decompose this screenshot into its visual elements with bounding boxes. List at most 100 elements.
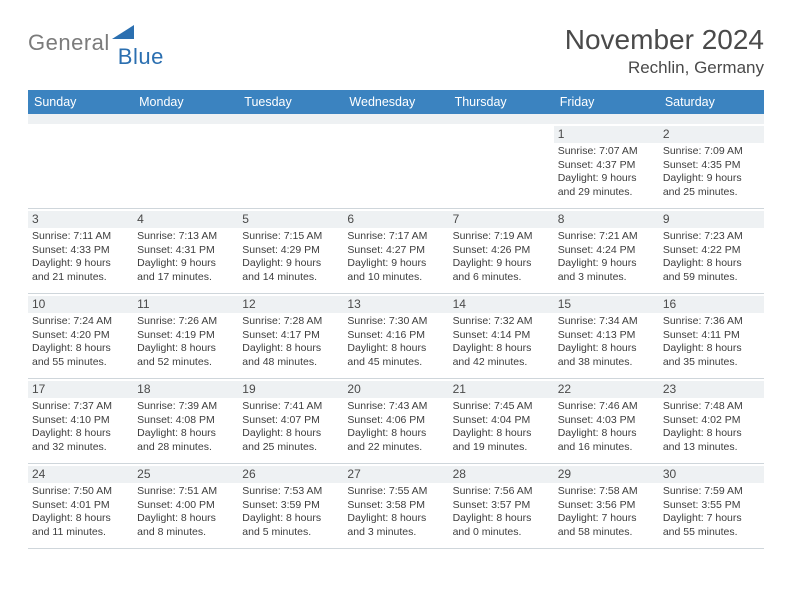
day-number: 28 (453, 467, 466, 481)
brand-logo: General Blue (28, 24, 164, 56)
day-sunrise: Sunrise: 7:41 AM (242, 400, 339, 413)
day-daylight: Daylight: 8 hours and 13 minutes. (663, 427, 760, 454)
day-number: 30 (663, 467, 676, 481)
day-cell (449, 124, 554, 208)
day-number-bg: 23 (659, 381, 764, 398)
day-sunset: Sunset: 4:07 PM (242, 414, 339, 427)
day-sunset: Sunset: 4:17 PM (242, 329, 339, 342)
day-number: 14 (453, 297, 466, 311)
day-number-bg: 30 (659, 466, 764, 483)
day-sunrise: Sunrise: 7:24 AM (32, 315, 129, 328)
day-cell: 21Sunrise: 7:45 AMSunset: 4:04 PMDayligh… (449, 379, 554, 463)
brand-text-blue: Blue (118, 44, 164, 70)
day-cell: 28Sunrise: 7:56 AMSunset: 3:57 PMDayligh… (449, 464, 554, 548)
day-cell: 2Sunrise: 7:09 AMSunset: 4:35 PMDaylight… (659, 124, 764, 208)
day-cell (343, 124, 448, 208)
day-number: 8 (558, 212, 565, 226)
day-cell: 1Sunrise: 7:07 AMSunset: 4:37 PMDaylight… (554, 124, 659, 208)
day-number: 17 (32, 382, 45, 396)
day-sunrise: Sunrise: 7:09 AM (663, 145, 760, 158)
day-daylight: Daylight: 9 hours and 25 minutes. (663, 172, 760, 199)
day-sunrise: Sunrise: 7:13 AM (137, 230, 234, 243)
day-number-bg: 21 (449, 381, 554, 398)
day-number-bg: 18 (133, 381, 238, 398)
day-number: 19 (242, 382, 255, 396)
day-sunset: Sunset: 4:03 PM (558, 414, 655, 427)
day-number: 25 (137, 467, 150, 481)
day-number-bg: 12 (238, 296, 343, 313)
day-cell: 23Sunrise: 7:48 AMSunset: 4:02 PMDayligh… (659, 379, 764, 463)
day-number-bg: 15 (554, 296, 659, 313)
day-sunrise: Sunrise: 7:36 AM (663, 315, 760, 328)
day-sunrise: Sunrise: 7:21 AM (558, 230, 655, 243)
day-sunrise: Sunrise: 7:32 AM (453, 315, 550, 328)
day-cell: 6Sunrise: 7:17 AMSunset: 4:27 PMDaylight… (343, 209, 448, 293)
header: General Blue November 2024 Rechlin, Germ… (28, 24, 764, 78)
day-daylight: Daylight: 8 hours and 48 minutes. (242, 342, 339, 369)
day-header-fri: Friday (554, 90, 659, 114)
weeks-container: 1Sunrise: 7:07 AMSunset: 4:37 PMDaylight… (28, 124, 764, 549)
week-row: 3Sunrise: 7:11 AMSunset: 4:33 PMDaylight… (28, 209, 764, 294)
day-number: 16 (663, 297, 676, 311)
day-sunset: Sunset: 4:16 PM (347, 329, 444, 342)
day-sunrise: Sunrise: 7:34 AM (558, 315, 655, 328)
day-cell: 11Sunrise: 7:26 AMSunset: 4:19 PMDayligh… (133, 294, 238, 378)
location: Rechlin, Germany (565, 58, 764, 78)
day-sunrise: Sunrise: 7:59 AM (663, 485, 760, 498)
day-sunset: Sunset: 4:02 PM (663, 414, 760, 427)
day-number: 7 (453, 212, 460, 226)
title-block: November 2024 Rechlin, Germany (565, 24, 764, 78)
day-sunset: Sunset: 4:10 PM (32, 414, 129, 427)
day-sunset: Sunset: 4:06 PM (347, 414, 444, 427)
day-number: 4 (137, 212, 144, 226)
day-sunset: Sunset: 4:01 PM (32, 499, 129, 512)
day-header-wed: Wednesday (343, 90, 448, 114)
day-cell: 9Sunrise: 7:23 AMSunset: 4:22 PMDaylight… (659, 209, 764, 293)
day-cell: 14Sunrise: 7:32 AMSunset: 4:14 PMDayligh… (449, 294, 554, 378)
day-daylight: Daylight: 9 hours and 10 minutes. (347, 257, 444, 284)
day-number-bg: 5 (238, 211, 343, 228)
day-cell: 13Sunrise: 7:30 AMSunset: 4:16 PMDayligh… (343, 294, 448, 378)
day-number: 3 (32, 212, 39, 226)
day-daylight: Daylight: 8 hours and 28 minutes. (137, 427, 234, 454)
day-number-bg: 29 (554, 466, 659, 483)
day-cell: 18Sunrise: 7:39 AMSunset: 4:08 PMDayligh… (133, 379, 238, 463)
day-cell: 22Sunrise: 7:46 AMSunset: 4:03 PMDayligh… (554, 379, 659, 463)
day-sunset: Sunset: 4:14 PM (453, 329, 550, 342)
day-number-bg: 2 (659, 126, 764, 143)
day-number-bg: 19 (238, 381, 343, 398)
day-daylight: Daylight: 9 hours and 17 minutes. (137, 257, 234, 284)
day-cell: 15Sunrise: 7:34 AMSunset: 4:13 PMDayligh… (554, 294, 659, 378)
day-sunrise: Sunrise: 7:55 AM (347, 485, 444, 498)
day-daylight: Daylight: 8 hours and 5 minutes. (242, 512, 339, 539)
day-sunrise: Sunrise: 7:50 AM (32, 485, 129, 498)
day-cell: 26Sunrise: 7:53 AMSunset: 3:59 PMDayligh… (238, 464, 343, 548)
day-cell: 5Sunrise: 7:15 AMSunset: 4:29 PMDaylight… (238, 209, 343, 293)
day-daylight: Daylight: 9 hours and 3 minutes. (558, 257, 655, 284)
day-number: 21 (453, 382, 466, 396)
day-number: 6 (347, 212, 354, 226)
day-daylight: Daylight: 8 hours and 32 minutes. (32, 427, 129, 454)
day-cell (28, 124, 133, 208)
day-number: 9 (663, 212, 670, 226)
day-sunset: Sunset: 4:33 PM (32, 244, 129, 257)
day-number-bg: 25 (133, 466, 238, 483)
day-number-bg: 8 (554, 211, 659, 228)
day-sunrise: Sunrise: 7:28 AM (242, 315, 339, 328)
day-sunset: Sunset: 4:27 PM (347, 244, 444, 257)
day-number-bg: 7 (449, 211, 554, 228)
day-cell: 29Sunrise: 7:58 AMSunset: 3:56 PMDayligh… (554, 464, 659, 548)
day-number-bg: 11 (133, 296, 238, 313)
day-daylight: Daylight: 9 hours and 14 minutes. (242, 257, 339, 284)
day-sunrise: Sunrise: 7:46 AM (558, 400, 655, 413)
day-daylight: Daylight: 8 hours and 59 minutes. (663, 257, 760, 284)
day-cell: 20Sunrise: 7:43 AMSunset: 4:06 PMDayligh… (343, 379, 448, 463)
day-cell: 10Sunrise: 7:24 AMSunset: 4:20 PMDayligh… (28, 294, 133, 378)
day-sunset: Sunset: 4:26 PM (453, 244, 550, 257)
day-sunset: Sunset: 4:19 PM (137, 329, 234, 342)
day-sunrise: Sunrise: 7:43 AM (347, 400, 444, 413)
day-daylight: Daylight: 9 hours and 21 minutes. (32, 257, 129, 284)
day-sunrise: Sunrise: 7:30 AM (347, 315, 444, 328)
day-sunrise: Sunrise: 7:37 AM (32, 400, 129, 413)
day-sunrise: Sunrise: 7:11 AM (32, 230, 129, 243)
